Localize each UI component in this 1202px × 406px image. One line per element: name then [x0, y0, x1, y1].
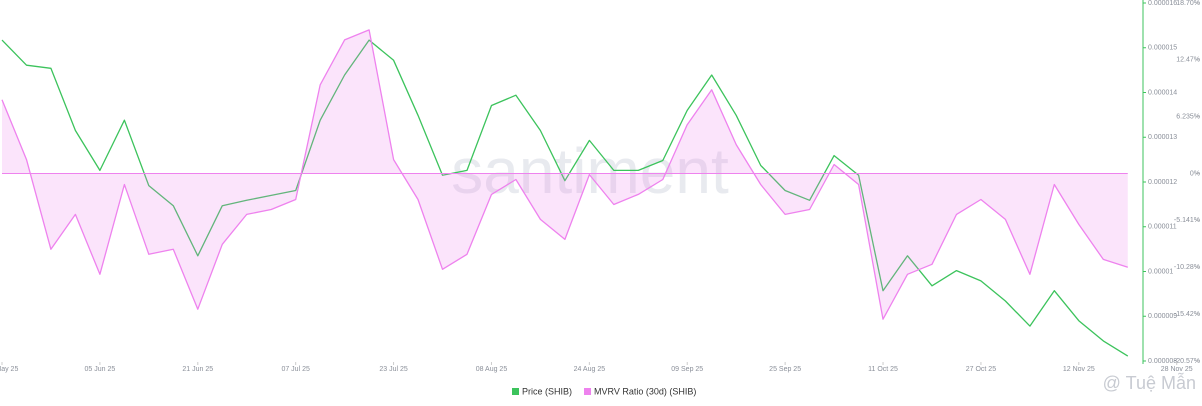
- x-tick-label: 07 Jul 25: [281, 366, 310, 373]
- x-tick-label: 21 Jun 25: [182, 366, 213, 373]
- y-tick-label: 0.000008: [1148, 358, 1177, 365]
- y2-tick-label: -20.57%: [1174, 358, 1200, 365]
- y2-tick-label: 18.70%: [1176, 0, 1200, 7]
- series-line: [1, 39, 1129, 357]
- watermark: santiment: [451, 135, 729, 207]
- x-tick-label: 09 Sep 25: [671, 366, 703, 373]
- x-tick-label: 12 Nov 25: [1063, 366, 1095, 373]
- y2-tick-label: 6.235%: [1176, 113, 1200, 120]
- x-tick-label: 24 Aug 25: [574, 366, 606, 373]
- x-tick-label: 20 May 25: [0, 366, 18, 373]
- x-tick-label: 25 Sep 25: [769, 366, 801, 373]
- y-tick-label: 0.000012: [1148, 179, 1177, 186]
- x-tick-label: 11 Oct 25: [868, 366, 898, 373]
- legend-swatch: [512, 388, 519, 395]
- mvrv-area: [2, 29, 1128, 320]
- y-tick-label: 0.000014: [1148, 89, 1177, 96]
- series-line: [1, 29, 1128, 320]
- y2-tick-label: 12.47%: [1176, 57, 1200, 64]
- y-tick-label: 0.000013: [1148, 134, 1177, 141]
- y-tick-label: 0.000009: [1148, 313, 1177, 320]
- legend-label: MVRV Ratio (30d) (SHIB): [594, 386, 696, 396]
- y2-tick-label: -10.28%: [1174, 264, 1200, 271]
- y-tick-label: 0.00001: [1148, 268, 1173, 275]
- y2-tick-label: 0%: [1190, 170, 1200, 177]
- x-tick-label: 28 Nov 25: [1161, 366, 1193, 373]
- credit: @ Tuệ Mẫn: [1103, 372, 1196, 393]
- x-tick-label: 23 Jul 25: [379, 366, 408, 373]
- y2-tick-label: -15.42%: [1174, 311, 1200, 318]
- y-tick-label: 0.000015: [1148, 45, 1177, 52]
- y-tick-label: 0.000011: [1148, 224, 1177, 231]
- x-tick-label: 08 Aug 25: [476, 366, 508, 373]
- y2-tick-label: -5.141%: [1174, 217, 1200, 224]
- y-tick-label: 0.000016: [1148, 0, 1177, 7]
- legend-swatch: [584, 388, 592, 395]
- legend-label: Price (SHIB): [522, 386, 572, 396]
- x-tick-label: 05 Jun 25: [85, 366, 116, 373]
- x-tick-label: 27 Oct 25: [966, 366, 996, 373]
